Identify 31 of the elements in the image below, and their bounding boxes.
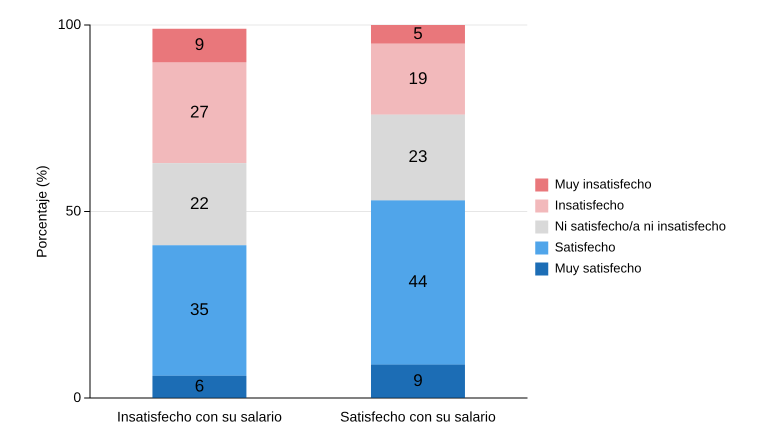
bar — [370, 114, 465, 200]
data-label: 22 — [190, 194, 209, 213]
y-tick-label: 50 — [66, 202, 82, 218]
y-axis-title: Porcentaje (%) — [33, 165, 50, 258]
x-tick-label: Insatisfecho con su salario — [116, 408, 282, 424]
data-label: 5 — [413, 24, 423, 44]
x-tick-label: Satisfecho con su salario — [340, 408, 496, 424]
bar — [152, 28, 246, 62]
bar — [370, 364, 465, 398]
data-label: 27 — [190, 102, 209, 122]
data-label: 9 — [413, 370, 423, 390]
data-label: 35 — [190, 300, 209, 320]
data-label: 9 — [194, 35, 204, 54]
legend-label: Ni satisfecho/a ni insatisfecho — [554, 218, 726, 234]
data-label: 6 — [194, 376, 204, 396]
y-tick-label: 0 — [73, 389, 82, 406]
data-label: 44 — [408, 272, 428, 292]
data-label: 19 — [408, 68, 428, 88]
bar — [370, 25, 465, 44]
legend-label: Insatisfecho — [554, 198, 624, 213]
bar — [370, 44, 465, 115]
y-tick-label: 100 — [58, 16, 82, 32]
data-label: 23 — [408, 147, 428, 166]
bar — [152, 163, 246, 246]
legend-label: Muy insatisfecho — [554, 176, 652, 192]
bar — [152, 62, 246, 164]
legend-label: Muy satisfecho — [554, 260, 642, 276]
legend-label: Satisfecho — [554, 240, 616, 255]
bar — [152, 245, 246, 376]
bar — [370, 200, 465, 365]
bar — [152, 376, 246, 398]
